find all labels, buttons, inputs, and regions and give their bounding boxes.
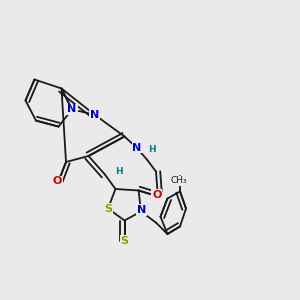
Text: H: H xyxy=(148,146,155,154)
Text: N: N xyxy=(90,110,99,120)
Text: N: N xyxy=(68,104,76,115)
Text: S: S xyxy=(104,203,112,214)
Text: H: H xyxy=(116,167,123,176)
Text: CH₃: CH₃ xyxy=(170,176,187,185)
Text: O: O xyxy=(52,176,62,187)
Text: N: N xyxy=(133,142,142,153)
Text: O: O xyxy=(152,190,162,200)
Text: S: S xyxy=(121,236,128,246)
Text: N: N xyxy=(137,205,146,215)
